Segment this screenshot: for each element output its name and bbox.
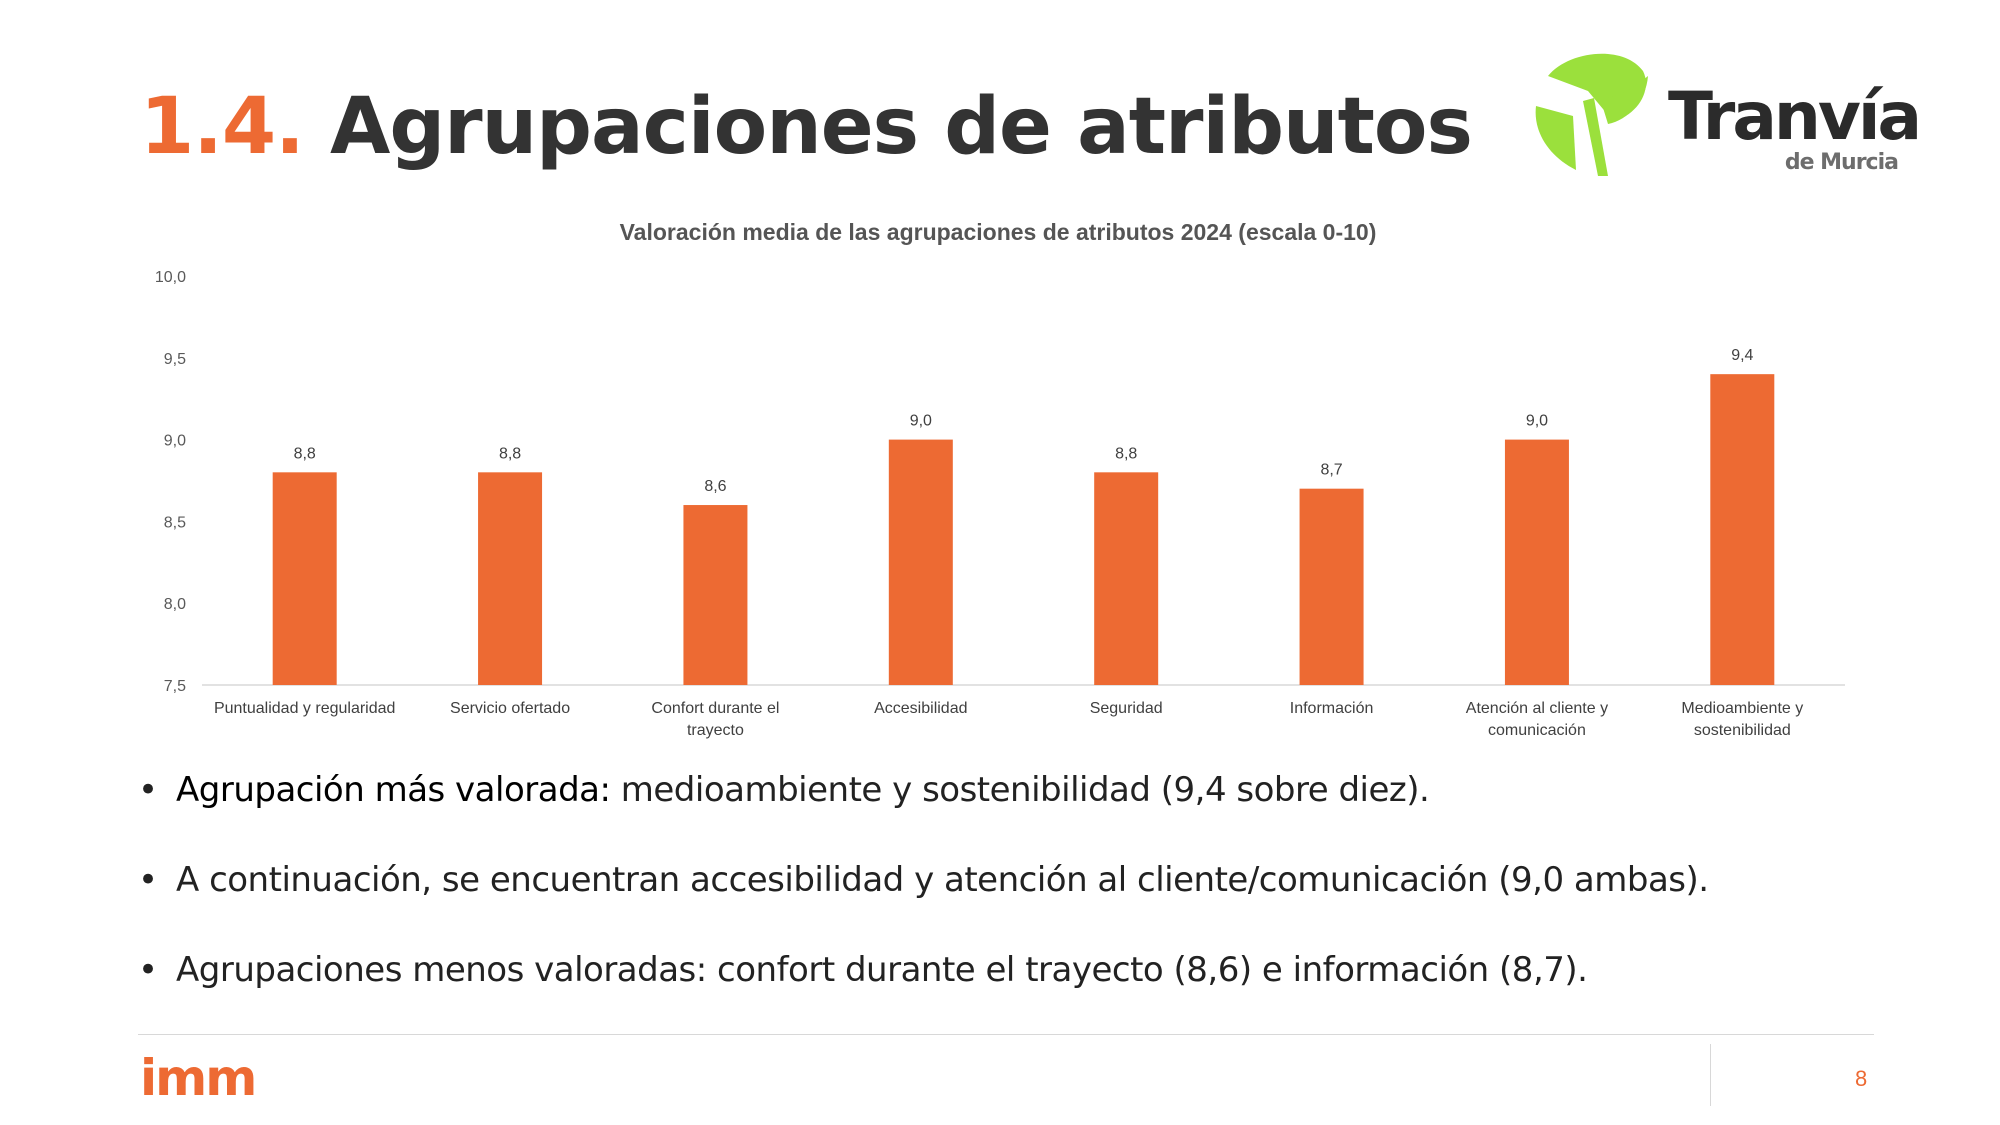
bullet-list: Agrupación más valorada: medioambiente y… (138, 770, 1709, 1040)
data-label: 8,8 (1115, 445, 1137, 462)
imm-logo-text: imm (140, 1055, 255, 1101)
bar (888, 439, 953, 685)
bar (478, 472, 543, 685)
bar (1710, 374, 1775, 685)
tranvia-leaf-icon (1535, 53, 1648, 176)
bullet-strong: Agrupación más valorada: (176, 770, 611, 810)
bullet-item: Agrupaciones menos valoradas: confort du… (138, 950, 1709, 1040)
footer-divider (138, 1034, 1874, 1035)
bar (1094, 472, 1159, 685)
x-tick-label: Confort durante el (651, 700, 779, 717)
bar-chart: Valoración media de las agrupaciones de … (155, 219, 1845, 739)
data-label: 8,7 (1320, 462, 1342, 479)
title-number: 1.4. (140, 82, 305, 172)
tranvia-logo: Tranvía de Murcia (1528, 42, 1922, 182)
bar (272, 472, 337, 685)
bullet-text: A continuación, se encuentran accesibili… (176, 860, 1709, 900)
bar (1299, 488, 1364, 685)
bullet-item: A continuación, se encuentran accesibili… (138, 860, 1709, 950)
y-tick-label: 7,5 (164, 678, 186, 695)
x-tick-label: Información (1290, 700, 1374, 717)
bar (1504, 439, 1569, 685)
x-tick-label: Atención al cliente y (1466, 700, 1608, 717)
y-tick-label: 8,5 (164, 514, 186, 531)
x-tick-label: Medioambiente y (1681, 700, 1803, 717)
logo-name: Tranvía (1668, 78, 1922, 155)
page-title: 1.4. Agrupaciones de atributos (140, 88, 1473, 166)
y-tick-label: 9,0 (164, 433, 186, 450)
x-tick-label: Puntualidad y regularidad (214, 700, 395, 717)
page-number: 8 (1855, 1066, 1868, 1091)
x-tick-label: Seguridad (1090, 700, 1163, 717)
data-label: 9,0 (910, 413, 932, 430)
chart-title: Valoración media de las agrupaciones de … (620, 219, 1377, 245)
x-tick-label: Servicio ofertado (450, 700, 570, 717)
bar (683, 505, 748, 685)
x-tick-label: sostenibilidad (1694, 722, 1791, 739)
y-tick-label: 8,0 (164, 596, 186, 613)
bullet-item: Agrupación más valorada: medioambiente y… (138, 770, 1709, 860)
logo-subtitle: de Murcia (1784, 150, 1899, 175)
data-label: 9,4 (1731, 347, 1753, 364)
x-tick-label: trayecto (687, 722, 744, 739)
bullet-text: Agrupaciones menos valoradas: confort du… (176, 950, 1588, 990)
title-text: Agrupaciones de atributos (329, 82, 1473, 172)
data-label: 8,8 (499, 445, 521, 462)
x-tick-label: comunicación (1488, 722, 1586, 739)
data-label: 8,6 (704, 478, 726, 495)
footer-vertical-divider (1710, 1044, 1711, 1106)
bullet-text: medioambiente y sostenibilidad (9,4 sobr… (610, 770, 1430, 810)
y-tick-label: 9,5 (164, 351, 186, 368)
data-label: 9,0 (1526, 413, 1548, 430)
imm-logo: imm (140, 1055, 257, 1101)
y-tick-label: 10,0 (155, 269, 186, 286)
data-label: 8,8 (294, 445, 316, 462)
x-tick-label: Accesibilidad (874, 700, 967, 717)
